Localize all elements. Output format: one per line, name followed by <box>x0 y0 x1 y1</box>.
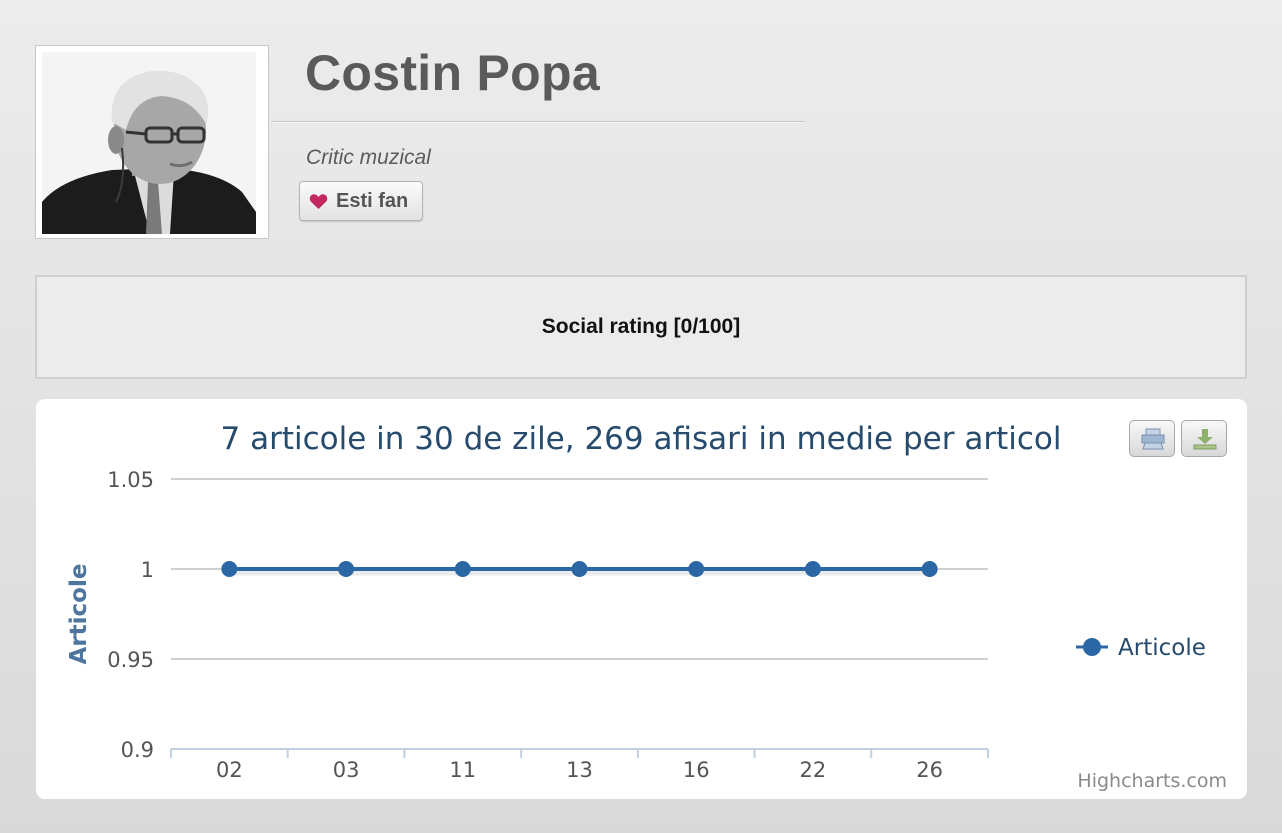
chart-title: 7 articole in 30 de zile, 269 afisari in… <box>221 421 1062 457</box>
x-tick-label: 03 <box>333 758 360 782</box>
chart-card: 7 articole in 30 de zile, 269 afisari in… <box>36 399 1247 799</box>
data-point[interactable] <box>338 561 355 577</box>
x-tick-label: 11 <box>449 758 476 782</box>
profile-name: Costin Popa <box>305 45 600 101</box>
data-point[interactable] <box>571 561 588 577</box>
y-axis-title: Articole <box>66 564 92 665</box>
print-icon <box>1141 428 1165 450</box>
articles-line-chart: 7 articole in 30 de zile, 269 afisari in… <box>66 421 1206 782</box>
y-tick-label: 1.05 <box>107 468 154 492</box>
data-point[interactable] <box>688 561 705 577</box>
heart-icon <box>309 193 328 209</box>
chart-legend[interactable]: Articole <box>1076 635 1206 661</box>
x-tick-label: 02 <box>216 758 243 782</box>
avatar <box>35 45 269 239</box>
x-tick-label: 26 <box>916 758 943 782</box>
y-tick-label: 1 <box>141 558 154 582</box>
social-rating-panel: Social rating [0/100] <box>35 275 1247 379</box>
highcharts-credits[interactable]: Highcharts.com <box>1077 770 1227 792</box>
x-tick-label: 13 <box>566 758 593 782</box>
fan-button[interactable]: Esti fan <box>299 181 423 221</box>
data-point[interactable] <box>804 561 821 577</box>
x-tick-label: 22 <box>800 758 827 782</box>
x-tick-label: 16 <box>683 758 710 782</box>
data-point[interactable] <box>221 561 238 577</box>
print-chart-button[interactable] <box>1129 420 1175 457</box>
legend-item-articole[interactable]: Articole <box>1118 635 1206 661</box>
export-chart-button[interactable] <box>1181 420 1227 457</box>
y-tick-label: 0.9 <box>121 738 154 762</box>
data-point[interactable] <box>454 561 471 577</box>
fan-button-label: Esti fan <box>336 189 409 212</box>
social-rating-label: Social rating [0/100] <box>541 315 741 338</box>
y-tick-label: 0.95 <box>107 648 154 672</box>
profile-role: Critic muzical <box>306 146 431 169</box>
data-point[interactable] <box>921 561 938 577</box>
download-icon <box>1193 429 1217 450</box>
avatar-photo <box>42 52 256 234</box>
legend-marker <box>1083 638 1101 656</box>
name-divider <box>271 121 805 123</box>
